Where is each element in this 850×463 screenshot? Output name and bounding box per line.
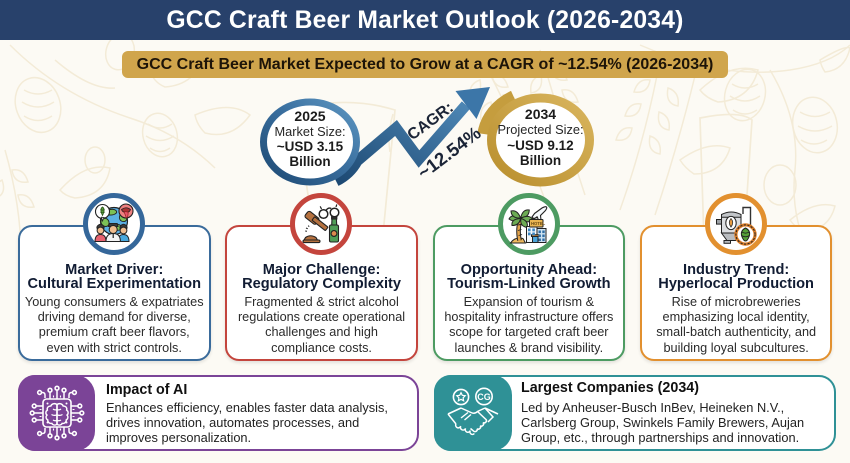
svg-text:HOTEL: HOTEL	[531, 221, 546, 226]
svg-text:CG: CG	[477, 392, 491, 402]
